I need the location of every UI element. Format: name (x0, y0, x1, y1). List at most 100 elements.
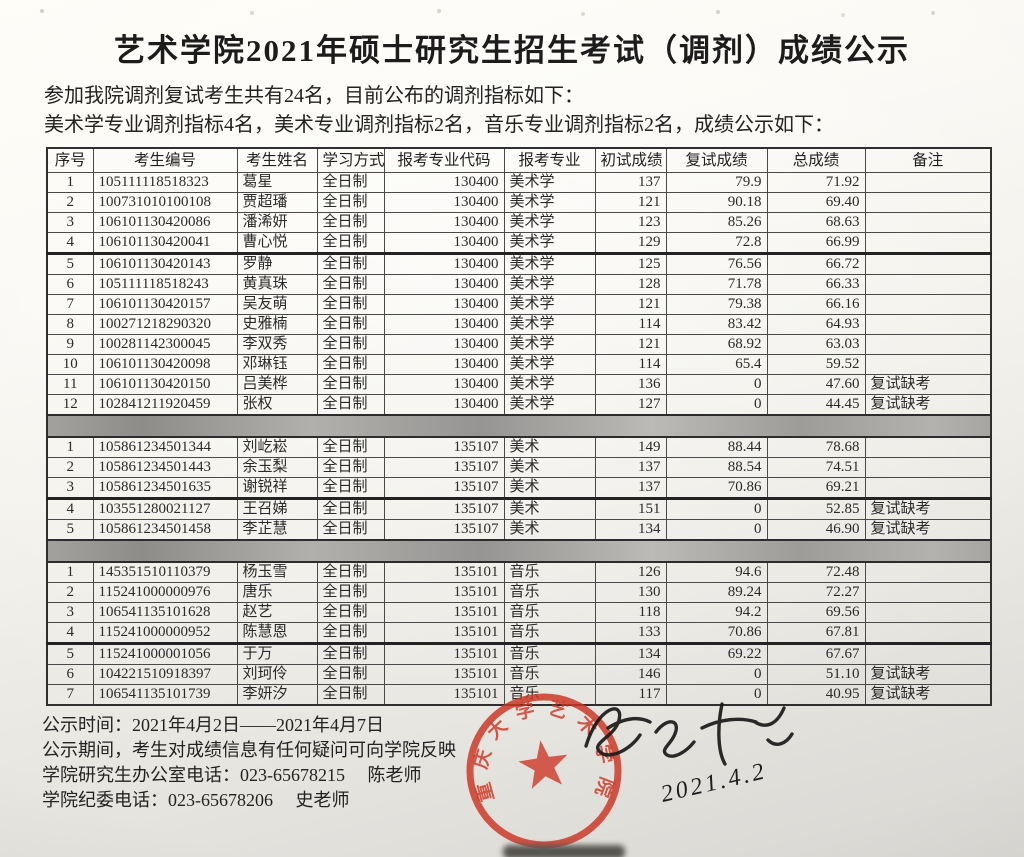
cell-remark (864, 232, 992, 254)
table-row: 8 100271218290320 史雅楠 全日制 130400 美术学 114 83.42 6… (46, 314, 992, 335)
cell-seq: 1 (46, 172, 94, 193)
cell-study-mode: 全日制 (316, 477, 385, 499)
cell-major: 音乐 (503, 602, 596, 623)
cell-initial-score: 137 (594, 457, 667, 478)
cell-retest-score: 83.42 (665, 314, 768, 335)
cell-retest-score: 65.4 (665, 354, 768, 375)
table-row: 2 105861234501443 余玉梨 全日制 135107 美术 137 88.54 74… (46, 457, 992, 478)
cell-initial-score: 129 (594, 232, 667, 254)
cell-study-mode: 全日制 (316, 664, 385, 685)
cell-remark (864, 622, 992, 644)
cell-seq: 9 (46, 334, 94, 355)
table-row: 4 115241000000952 陈慧恩 全日制 135101 音乐 133 70.86 67… (46, 622, 992, 644)
cell-candidate-name: 赵艺 (236, 602, 318, 623)
cell-candidate-name: 唐乐 (236, 582, 318, 603)
cell-retest-score: 0 (665, 519, 768, 541)
cell-initial-score: 126 (594, 561, 667, 583)
cell-remark (864, 192, 992, 213)
cell-remark (864, 274, 992, 295)
cell-remark (864, 212, 992, 233)
cell-candidate-id: 104221510918397 (92, 664, 238, 685)
cell-study-mode: 全日制 (316, 436, 385, 458)
cell-candidate-id: 106101130420157 (92, 294, 238, 315)
seal-star-icon (518, 740, 568, 789)
cell-initial-score: 137 (594, 477, 667, 499)
cell-remark (864, 561, 992, 583)
cell-candidate-id: 100731010100108 (92, 192, 238, 213)
cell-candidate-id: 106541135101628 (92, 602, 238, 623)
university-seal-stamp: 重庆大学艺术学院 (466, 693, 622, 849)
cell-retest-score: 88.54 (665, 457, 768, 478)
table-row: 4 103551280021127 王召娣 全日制 135107 美术 151 0 52.85 复… (46, 497, 992, 520)
handwritten-signature (584, 702, 794, 766)
cell-remark (864, 252, 992, 275)
cell-study-mode: 全日制 (316, 457, 385, 478)
cell-study-mode: 全日制 (316, 561, 385, 583)
cell-candidate-id: 105861234501344 (92, 436, 238, 458)
cell-major: 美术学 (503, 394, 596, 416)
cell-retest-score: 69.22 (665, 642, 768, 665)
table-row: 6 104221510918397 刘珂伶 全日制 135101 音乐 146 0 51.10 复… (46, 664, 992, 685)
cell-retest-score: 79.38 (665, 294, 768, 315)
table-row: 3 105861234501635 谢锐祥 全日制 135107 美术 137 70.86 69… (46, 477, 992, 499)
table-row: 2 100731010100108 贾超璠 全日制 130400 美术学 121 90.18 6… (46, 192, 992, 213)
cell-candidate-id: 100281142300045 (92, 334, 238, 355)
cell-major-code: 130400 (383, 252, 505, 275)
cell-seq: 5 (46, 519, 94, 541)
cell-major-code: 135101 (383, 664, 505, 685)
cell-candidate-id: 115241000000952 (92, 622, 238, 644)
score-table: 序号 考生编号 考生姓名 学习方式 报考专业代码 报考专业 初试成绩 复试成绩 … (46, 147, 992, 706)
cell-remark (864, 436, 992, 458)
cell-study-mode: 全日制 (316, 374, 385, 395)
table-row: 2 115241000000976 唐乐 全日制 135101 音乐 130 89.24 72.… (46, 582, 992, 603)
cell-total-score: 40.95 (766, 684, 866, 706)
cell-study-mode: 全日制 (316, 274, 385, 295)
cell-candidate-id: 145351510110379 (92, 561, 238, 583)
cell-study-mode: 全日制 (316, 252, 385, 275)
cell-major-code: 135107 (383, 477, 505, 499)
cell-candidate-name: 潘浠妍 (236, 212, 318, 233)
cell-seq: 6 (46, 664, 94, 685)
cell-initial-score: 137 (594, 172, 667, 193)
cell-retest-score: 89.24 (665, 582, 768, 603)
cell-seq: 10 (46, 354, 94, 375)
cell-total-score: 67.81 (766, 622, 866, 644)
cell-major: 美术学 (503, 314, 596, 335)
cell-major-code: 130400 (383, 212, 505, 233)
cell-major: 美术学 (503, 212, 596, 233)
table-row: 1 145351510110379 杨玉雪 全日制 135101 音乐 126 94.6 72.… (46, 561, 992, 583)
section-separator (46, 539, 992, 563)
cell-total-score: 47.60 (766, 374, 866, 395)
cell-major: 美术学 (503, 232, 596, 254)
cell-candidate-name: 余玉梨 (236, 457, 318, 478)
table-header-row: 序号 考生编号 考生姓名 学习方式 报考专业代码 报考专业 初试成绩 复试成绩 … (46, 147, 992, 173)
cell-initial-score: 136 (594, 374, 667, 395)
cell-candidate-name: 邓琳钰 (236, 354, 318, 375)
cell-initial-score: 133 (594, 622, 667, 644)
cell-candidate-name: 张权 (236, 394, 318, 416)
table-row: 7 106101130420157 吴友萌 全日制 130400 美术学 121 79.38 6… (46, 294, 992, 315)
table-row: 4 106101130420041 曹心悦 全日制 130400 美术学 129 72.8 66… (46, 232, 992, 254)
cell-initial-score: 128 (594, 274, 667, 295)
cell-study-mode: 全日制 (316, 684, 385, 706)
cell-retest-score: 90.18 (665, 192, 768, 213)
cell-seq: 4 (46, 622, 94, 644)
cell-candidate-name: 谢锐祥 (236, 477, 318, 499)
cell-candidate-name: 黄真珠 (236, 274, 318, 295)
cell-candidate-name: 王召娣 (236, 497, 318, 520)
cell-seq: 7 (46, 684, 94, 706)
cell-major-code: 130400 (383, 314, 505, 335)
cell-major-code: 130400 (383, 232, 505, 254)
cell-initial-score: 121 (594, 294, 667, 315)
cell-candidate-id: 103551280021127 (92, 497, 238, 520)
cell-major: 美术 (503, 436, 596, 458)
cell-candidate-id: 115241000001056 (92, 642, 238, 665)
cell-study-mode: 全日制 (316, 519, 385, 541)
cell-major-code: 135107 (383, 497, 505, 520)
column-header-major: 报考专业 (503, 147, 596, 173)
table-row: 11 106101130420150 吕美桦 全日制 130400 美术学 136 0 47.6… (46, 374, 992, 395)
cell-study-mode: 全日制 (316, 172, 385, 193)
cell-retest-score: 68.92 (665, 334, 768, 355)
cell-seq: 7 (46, 294, 94, 315)
